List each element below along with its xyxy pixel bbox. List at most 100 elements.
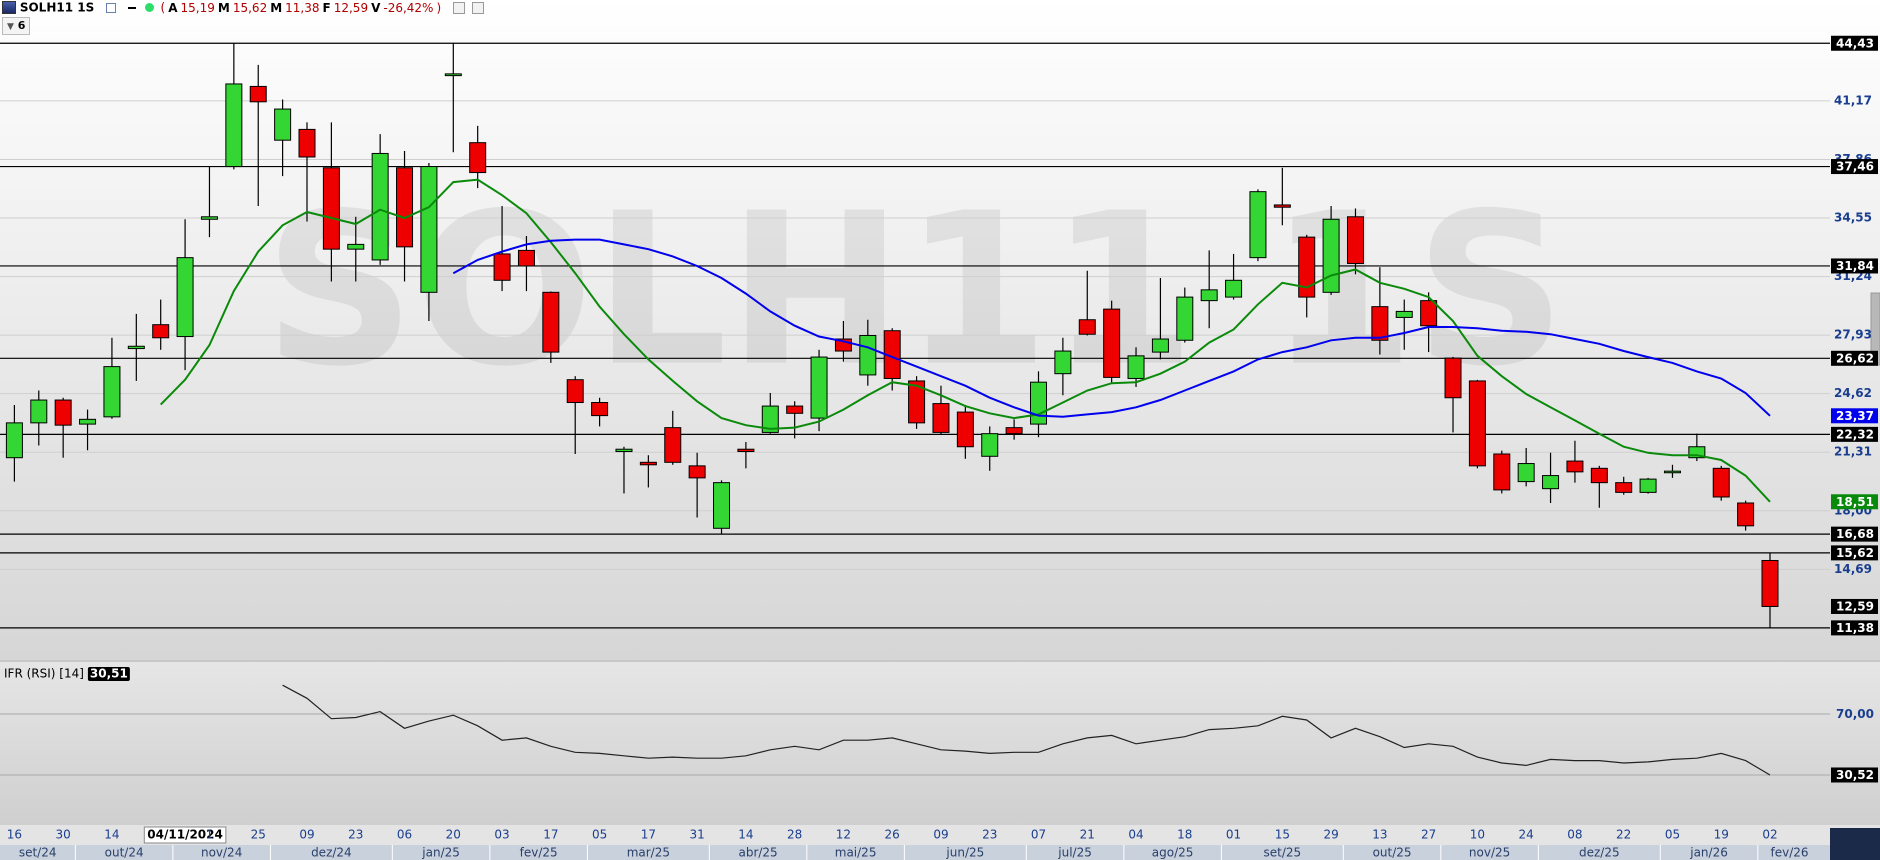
x-tick-label: 17 — [543, 828, 558, 842]
x-tick-label: 02 — [1762, 828, 1777, 842]
minimize-icon[interactable] — [127, 6, 136, 9]
candle-body — [1493, 453, 1511, 491]
x-tick-label: 25 — [251, 828, 266, 842]
price-tag-label: 11,38 — [1836, 621, 1874, 635]
candle-body — [1346, 216, 1364, 264]
x-tick-label: 14 — [104, 828, 119, 842]
candle-body — [1151, 338, 1169, 353]
y-tick-label: 34,55 — [1834, 211, 1872, 225]
price-tag — [1831, 526, 1878, 542]
month-label: fev/26 — [1770, 846, 1808, 860]
month-label: jan/25 — [421, 846, 460, 860]
price-tag-label: 22,32 — [1836, 427, 1874, 441]
x-tick-label: 29 — [1323, 828, 1338, 842]
y-tick-label: 24,62 — [1834, 386, 1872, 400]
price-tag-label: 23,37 — [1836, 409, 1874, 423]
candle-body — [1420, 300, 1438, 327]
month-label: nov/25 — [1469, 846, 1510, 860]
candle-body — [1517, 463, 1535, 483]
x-tick-label: 24 — [1519, 828, 1534, 842]
candle-body — [737, 448, 755, 453]
x-tick-label: 28 — [787, 828, 802, 842]
candle-body — [1566, 460, 1584, 473]
candle-body — [1542, 475, 1560, 490]
candle-body — [127, 345, 145, 350]
candle-body — [566, 379, 584, 404]
add-button[interactable] — [471, 1, 484, 14]
indicator-toggle[interactable]: ▼ 6 — [2, 17, 31, 35]
crosshair-date-box — [143, 826, 227, 844]
candle-body — [713, 482, 731, 529]
candle-body — [1468, 380, 1486, 467]
quote-key: V — [371, 0, 381, 15]
month-label: set/25 — [1264, 846, 1302, 860]
month-label: out/25 — [1373, 846, 1412, 860]
candle-body — [542, 291, 560, 353]
moving-average — [159, 178, 1771, 503]
candle-body — [1103, 308, 1121, 378]
icon[interactable] — [106, 2, 117, 13]
x-tick-label: 09 — [933, 828, 948, 842]
x-tick-label: 27 — [1421, 828, 1436, 842]
quote-paren: ) — [436, 0, 442, 15]
x-tick-label: 18 — [1177, 828, 1192, 842]
candle-body — [225, 83, 243, 168]
candle-body — [1273, 204, 1291, 208]
rsi-title: IFR (RSI) [14] — [4, 667, 84, 681]
price-tag — [1831, 408, 1878, 424]
candle-body — [1200, 289, 1218, 302]
y-tick-label: 41,17 — [1834, 93, 1872, 107]
x-tick-label: 08 — [1567, 828, 1582, 842]
month-label: dez/24 — [311, 846, 352, 860]
x-tick-label: 12 — [836, 828, 851, 842]
candle-body — [1078, 319, 1096, 335]
candle-body — [1030, 381, 1047, 425]
main-panel-bg — [0, 0, 1880, 660]
month-label: abr/25 — [738, 846, 777, 860]
x-tick-label: 20 — [446, 828, 461, 842]
month-label: jul/25 — [1057, 846, 1092, 860]
x-tick-label: 17 — [641, 828, 656, 842]
rsi-badge-label: 30,51 — [90, 667, 128, 681]
rsi-tick-label: 70,00 — [1836, 707, 1874, 721]
x-tick-label: 26 — [885, 828, 900, 842]
price-tag — [1831, 159, 1878, 175]
candle-body — [1322, 218, 1340, 293]
price-tag — [1831, 545, 1878, 561]
prev-button[interactable] — [452, 1, 465, 14]
x-tick-label: 14 — [738, 828, 753, 842]
x-tick-label: 23 — [982, 828, 997, 842]
price-tag-label: 44,43 — [1836, 36, 1874, 50]
corner-box — [1830, 828, 1880, 860]
candle-body — [615, 448, 633, 453]
candle-body — [5, 422, 23, 459]
candle-body — [347, 243, 365, 250]
candle-body — [639, 461, 657, 466]
month-label: set/24 — [19, 846, 57, 860]
candle-body — [1688, 446, 1706, 459]
month-label: fev/25 — [520, 846, 558, 860]
candle-body — [469, 142, 487, 174]
x-tick-label: 04 — [1128, 828, 1143, 842]
x-tick-label: 05 — [592, 828, 607, 842]
candle-body — [1395, 310, 1413, 318]
month-label: jun/25 — [945, 846, 984, 860]
quote-key: A — [168, 0, 178, 15]
price-tag-label: 26,62 — [1836, 351, 1874, 365]
moving-average — [452, 238, 1771, 418]
price-tag — [1831, 494, 1878, 510]
price-tag-label: 37,46 — [1836, 160, 1874, 174]
plot-layer: 41,1737,8634,5531,2427,9324,6221,3118,00… — [0, 35, 1880, 860]
candle-body — [1127, 355, 1145, 379]
candle-body — [30, 399, 48, 424]
candle-body — [176, 257, 194, 338]
rsi-panel-bg — [0, 660, 1880, 825]
candle-body — [298, 128, 316, 158]
candle-body — [1005, 427, 1023, 435]
candle-body — [1639, 478, 1657, 493]
candle-body — [1225, 279, 1243, 298]
candle-body — [786, 405, 804, 414]
candle-body — [517, 249, 535, 267]
price-tag — [1831, 598, 1878, 614]
x-tick-label: 01 — [1226, 828, 1241, 842]
